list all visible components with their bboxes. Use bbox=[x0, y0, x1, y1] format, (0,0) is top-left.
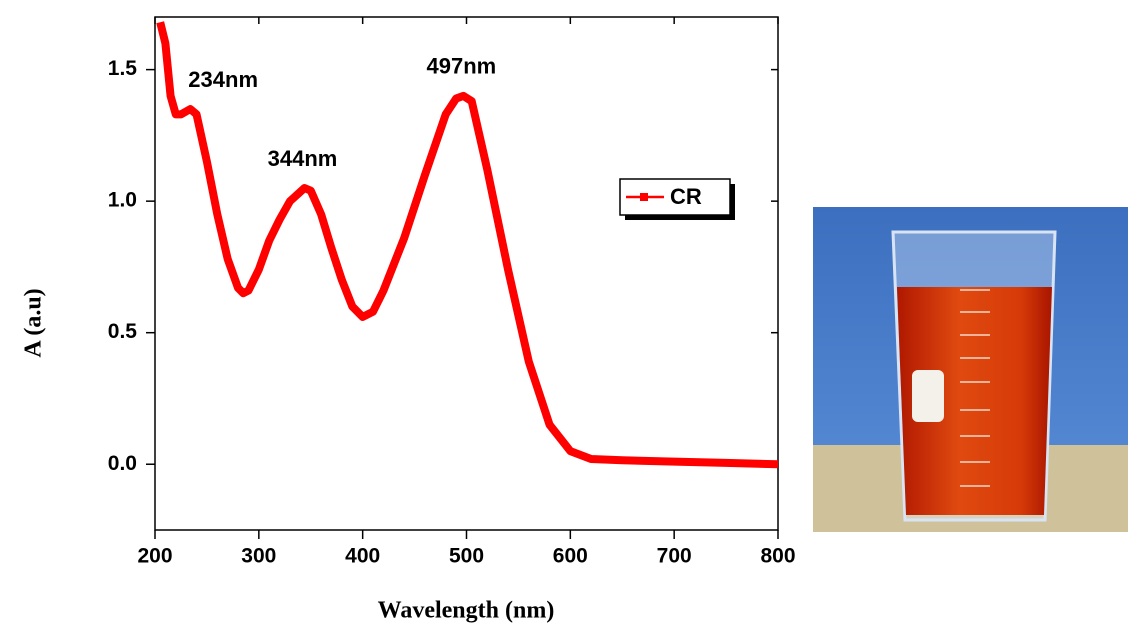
y-axis-label: A (a.u) bbox=[21, 288, 47, 357]
peak-label: 497nm bbox=[427, 54, 497, 79]
y-tick-label: 0.5 bbox=[108, 320, 138, 343]
x-axis-label: Wavelength (nm) bbox=[378, 598, 555, 624]
peak-label: 344nm bbox=[268, 146, 338, 171]
x-tick-label: 400 bbox=[345, 545, 380, 568]
y-tick-label: 1.0 bbox=[108, 189, 137, 212]
x-tick-label: 700 bbox=[657, 545, 692, 568]
x-tick-label: 200 bbox=[137, 545, 172, 568]
data-line bbox=[156, 21, 779, 469]
peak-label: 234nm bbox=[188, 67, 258, 92]
x-tick-label: 800 bbox=[760, 545, 795, 568]
y-tick-label: 0.0 bbox=[108, 452, 137, 475]
x-tick-label: 300 bbox=[241, 545, 276, 568]
legend-label: CR bbox=[670, 184, 702, 209]
y-tick-label: 1.5 bbox=[108, 57, 138, 80]
legend-marker bbox=[640, 193, 648, 201]
photo bbox=[813, 207, 1128, 532]
x-tick-label: 600 bbox=[553, 545, 588, 568]
x-tick-label: 500 bbox=[449, 545, 484, 568]
